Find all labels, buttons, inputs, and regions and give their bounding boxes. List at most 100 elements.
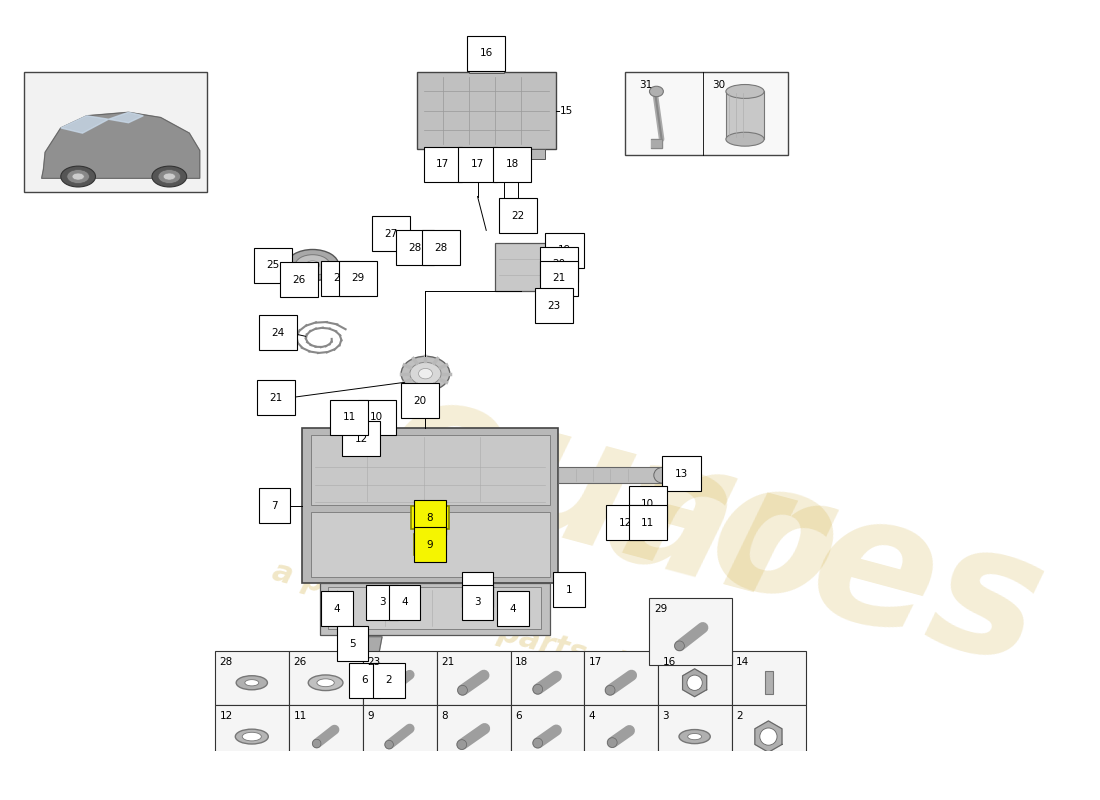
Ellipse shape bbox=[726, 85, 764, 98]
Ellipse shape bbox=[312, 739, 321, 748]
Text: 25: 25 bbox=[266, 260, 279, 270]
Text: 2: 2 bbox=[474, 585, 481, 595]
Bar bbox=[437, 651, 510, 706]
Text: 28: 28 bbox=[220, 657, 233, 666]
Bar bbox=[216, 651, 289, 706]
Bar bbox=[436, 149, 450, 159]
Text: 16: 16 bbox=[662, 657, 675, 666]
Bar bbox=[510, 651, 584, 706]
Ellipse shape bbox=[649, 86, 663, 97]
Text: 9: 9 bbox=[367, 710, 374, 721]
Text: 12: 12 bbox=[354, 434, 367, 444]
Polygon shape bbox=[42, 112, 200, 178]
Text: 27: 27 bbox=[384, 229, 397, 239]
Text: 21: 21 bbox=[441, 657, 454, 666]
Text: 5: 5 bbox=[349, 638, 355, 649]
Text: ares: ares bbox=[591, 418, 1062, 702]
Text: 19: 19 bbox=[558, 246, 571, 255]
Text: 28: 28 bbox=[434, 242, 448, 253]
Polygon shape bbox=[683, 669, 706, 697]
Polygon shape bbox=[651, 139, 662, 148]
Bar bbox=[625, 72, 789, 155]
Text: 29: 29 bbox=[351, 273, 364, 283]
Ellipse shape bbox=[245, 680, 258, 686]
Text: 6: 6 bbox=[362, 675, 369, 685]
Text: 14: 14 bbox=[736, 657, 749, 666]
Text: 2: 2 bbox=[736, 710, 743, 721]
Bar bbox=[437, 706, 510, 759]
Text: 4: 4 bbox=[509, 604, 517, 614]
Text: 17: 17 bbox=[588, 657, 602, 666]
Polygon shape bbox=[60, 116, 109, 133]
Ellipse shape bbox=[402, 356, 450, 391]
Text: 26: 26 bbox=[294, 657, 307, 666]
Ellipse shape bbox=[688, 734, 702, 740]
Text: 24: 24 bbox=[272, 328, 285, 338]
Text: 3: 3 bbox=[378, 597, 385, 607]
Ellipse shape bbox=[60, 166, 96, 187]
Ellipse shape bbox=[605, 686, 615, 695]
Text: 7: 7 bbox=[271, 501, 277, 510]
Bar bbox=[417, 72, 556, 149]
Ellipse shape bbox=[242, 732, 262, 741]
Text: 4: 4 bbox=[402, 597, 408, 607]
Text: 12: 12 bbox=[220, 710, 233, 721]
Bar bbox=[584, 706, 658, 759]
Ellipse shape bbox=[532, 684, 542, 694]
Ellipse shape bbox=[418, 369, 432, 379]
Bar bbox=[658, 651, 732, 706]
Text: 29: 29 bbox=[654, 604, 668, 614]
Bar bbox=[216, 706, 289, 759]
Ellipse shape bbox=[355, 421, 371, 433]
Text: 3: 3 bbox=[662, 710, 669, 721]
Text: 23: 23 bbox=[548, 301, 561, 311]
Text: 13: 13 bbox=[675, 469, 689, 478]
Bar bbox=[764, 671, 773, 694]
Bar bbox=[510, 706, 584, 759]
Ellipse shape bbox=[317, 679, 334, 686]
Ellipse shape bbox=[653, 467, 671, 483]
Text: 4: 4 bbox=[588, 710, 595, 721]
Bar bbox=[363, 706, 437, 759]
Ellipse shape bbox=[73, 173, 85, 180]
Bar bbox=[311, 512, 550, 577]
Text: 30: 30 bbox=[712, 80, 725, 90]
Text: 18: 18 bbox=[515, 657, 528, 666]
Text: 9: 9 bbox=[427, 540, 433, 550]
Ellipse shape bbox=[614, 506, 632, 519]
Text: 22: 22 bbox=[512, 210, 525, 221]
Text: 10: 10 bbox=[641, 499, 654, 509]
Ellipse shape bbox=[688, 675, 702, 690]
Ellipse shape bbox=[607, 738, 617, 747]
Ellipse shape bbox=[726, 132, 764, 146]
Bar bbox=[658, 706, 732, 759]
Bar bbox=[328, 587, 541, 629]
Text: 21: 21 bbox=[552, 273, 565, 283]
Text: 31: 31 bbox=[639, 80, 652, 90]
Ellipse shape bbox=[235, 729, 268, 744]
Text: 2: 2 bbox=[386, 675, 393, 685]
Bar bbox=[471, 149, 484, 159]
Text: euro: euro bbox=[365, 354, 858, 645]
Ellipse shape bbox=[456, 740, 466, 750]
Text: 23: 23 bbox=[367, 657, 381, 666]
Bar bbox=[289, 651, 363, 706]
Ellipse shape bbox=[308, 675, 343, 690]
Text: 8: 8 bbox=[427, 513, 433, 522]
Ellipse shape bbox=[236, 676, 267, 690]
Bar bbox=[410, 506, 449, 529]
Bar bbox=[302, 428, 559, 583]
Ellipse shape bbox=[67, 170, 89, 183]
Text: a passion for parts since 1985: a passion for parts since 1985 bbox=[270, 558, 779, 720]
Bar bbox=[732, 651, 806, 706]
Ellipse shape bbox=[385, 686, 394, 695]
Bar bbox=[505, 149, 519, 159]
Text: 17: 17 bbox=[437, 159, 450, 170]
Text: 20: 20 bbox=[552, 259, 565, 270]
Ellipse shape bbox=[365, 661, 378, 668]
Ellipse shape bbox=[385, 740, 394, 749]
Ellipse shape bbox=[286, 250, 339, 281]
Ellipse shape bbox=[458, 686, 468, 695]
Text: 4: 4 bbox=[333, 604, 340, 614]
Bar bbox=[531, 149, 546, 159]
